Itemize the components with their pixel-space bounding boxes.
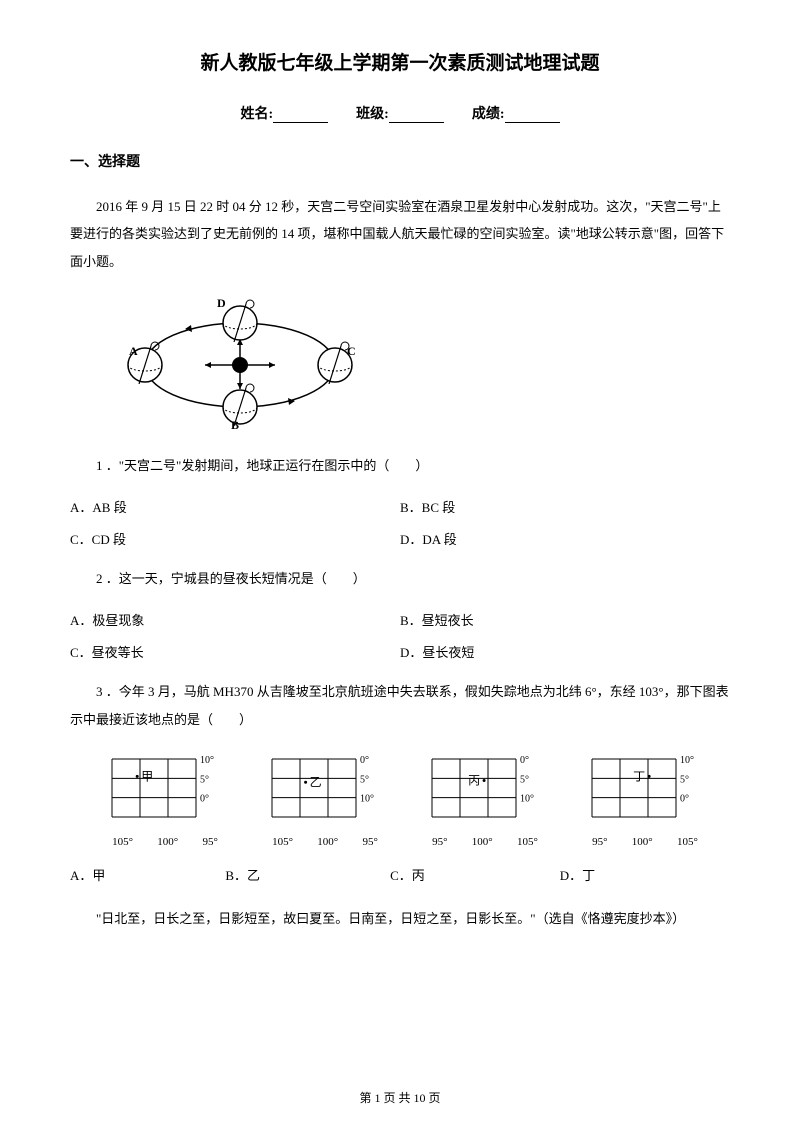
svg-text:5°: 5° <box>200 774 209 785</box>
svg-text:0°: 0° <box>520 755 529 766</box>
svg-text:0°: 0° <box>360 755 369 766</box>
score-blank[interactable] <box>505 109 560 123</box>
grid-x-labels-0: 105°100°95° <box>100 836 230 848</box>
q3-option-a[interactable]: A．甲 <box>70 862 105 891</box>
svg-text:甲: 甲 <box>141 769 153 783</box>
student-info-line: 姓名: 班级: 成绩: <box>70 103 730 123</box>
q1-option-c[interactable]: C．CD 段 <box>70 524 400 555</box>
question-2-options: A．极昼现象 B．昼短夜长 C．昼夜等长 D．昼长夜短 <box>70 605 730 667</box>
question-3-options: A．甲 B．乙 C．丙 D．丁 <box>70 862 730 891</box>
score-label: 成绩: <box>472 107 505 122</box>
grid-x-labels-2: 95°100°105° <box>420 836 550 848</box>
svg-text:丁: 丁 <box>633 769 645 783</box>
q3-option-b[interactable]: B．乙 <box>225 862 260 891</box>
q1-option-d[interactable]: D．DA 段 <box>400 524 730 555</box>
grid-x-labels-1: 105°100°95° <box>260 836 390 848</box>
name-label: 姓名: <box>240 107 273 122</box>
q1-option-a[interactable]: A．AB 段 <box>70 492 400 523</box>
quote-paragraph: "日北至，日长之至，日影短至，故曰夏至。日南至，日短之至，日影长至。"（选自《恪… <box>70 905 730 932</box>
question-3-text: 3 ．今年 3 月，马航 MH370 从吉隆坡至北京航班途中失去联系，假如失踪地… <box>70 678 730 735</box>
svg-text:10°: 10° <box>360 794 374 805</box>
name-blank[interactable] <box>273 109 328 123</box>
q1-option-b[interactable]: B．BC 段 <box>400 492 730 523</box>
class-label: 班级: <box>356 107 389 122</box>
q2-option-d[interactable]: D．昼长夜短 <box>400 637 730 668</box>
class-blank[interactable] <box>389 109 444 123</box>
earth-revolution-diagram: A B C D <box>125 289 730 434</box>
section-1-header: 一、选择题 <box>70 151 730 171</box>
svg-text:5°: 5° <box>360 774 369 785</box>
svg-text:5°: 5° <box>520 774 529 785</box>
svg-text:B: B <box>231 418 239 429</box>
svg-text:A: A <box>129 344 138 358</box>
svg-text:10°: 10° <box>200 755 214 766</box>
svg-text:10°: 10° <box>680 755 694 766</box>
svg-text:乙: 乙 <box>310 775 322 789</box>
coordinate-grid-0: 10° 5° 0° 甲 <box>100 747 230 830</box>
q3-option-c[interactable]: C．丙 <box>390 862 425 891</box>
intro-paragraph: 2016 年 9 月 15 日 22 时 04 分 12 秒，天宫二号空间实验室… <box>70 193 730 275</box>
page-title: 新人教版七年级上学期第一次素质测试地理试题 <box>70 48 730 75</box>
q2-option-b[interactable]: B．昼短夜长 <box>400 605 730 636</box>
svg-text:0°: 0° <box>680 794 689 805</box>
q3-option-d[interactable]: D．丁 <box>560 862 595 891</box>
coordinate-grid-2: 0° 5° 10° 丙 <box>420 747 550 830</box>
q2-option-a[interactable]: A．极昼现象 <box>70 605 400 636</box>
coordinate-grids-row: 10° 5° 0° 甲 0° 5° 10° 乙 0° 5° 10° 丙 10° 5° 0° 丁 <box>100 747 710 830</box>
svg-text:C: C <box>347 344 355 358</box>
svg-text:5°: 5° <box>680 774 689 785</box>
q2-option-c[interactable]: C．昼夜等长 <box>70 637 400 668</box>
question-2-text: 2 ．这一天，宁城县的昼夜长短情况是（ ） <box>70 565 730 594</box>
coordinate-grid-1: 0° 5° 10° 乙 <box>260 747 390 830</box>
grid-x-labels-row: 105°100°95° 105°100°95° 95°100°105° 95°100°… <box>100 836 710 848</box>
svg-text:0°: 0° <box>200 794 209 805</box>
question-1-options: A．AB 段 B．BC 段 C．CD 段 D．DA 段 <box>70 492 730 554</box>
grid-x-labels-3: 95°100°105° <box>580 836 710 848</box>
question-1-text: 1 ．"天宫二号"发射期间，地球正运行在图示中的（ ） <box>70 452 730 481</box>
svg-text:10°: 10° <box>520 794 534 805</box>
svg-text:D: D <box>217 296 226 310</box>
svg-text:丙: 丙 <box>468 773 480 787</box>
page-footer: 第 1 页 共 10 页 <box>0 1089 800 1106</box>
coordinate-grid-3: 10° 5° 0° 丁 <box>580 747 710 830</box>
